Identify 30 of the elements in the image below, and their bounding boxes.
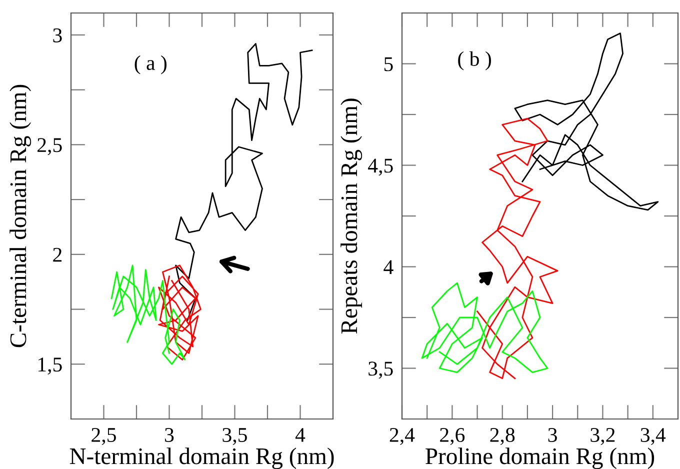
x-axis-title: Proline domain Rg (nm) — [426, 448, 654, 469]
y-tick-label: 2 — [53, 248, 62, 262]
y-tick-label: 4 — [384, 260, 394, 274]
annotation: ( a ) — [134, 55, 167, 74]
line-series — [476, 118, 558, 380]
x-axis-title: N-terminal domain Rg (nm) — [70, 448, 334, 469]
x-tick-label: 4 — [295, 428, 306, 442]
x-tick-label: 3,5 — [222, 428, 247, 445]
x-tick-label: 2,6 — [440, 428, 465, 445]
line-series — [158, 264, 202, 360]
y-axis-title: C-terminal domain Rg (nm) — [10, 84, 32, 348]
y-axis-title: Repeats domain Rg (nm) — [340, 98, 362, 334]
y-tick-label: 3 — [53, 28, 62, 42]
y-tick-label: 3,5 — [368, 362, 393, 379]
y-tick-label: 5 — [384, 57, 393, 72]
y-tick-label: 2,5 — [38, 138, 62, 156]
x-tick-label: 2,8 — [490, 428, 515, 445]
line-series — [110, 264, 186, 365]
x-tick-label: 3 — [165, 428, 174, 442]
line-series — [421, 282, 548, 374]
x-tick-label: 3,2 — [590, 428, 615, 445]
x-tick-label: 2,4 — [390, 428, 415, 445]
y-tick-label: 4,5 — [368, 158, 393, 176]
annotation: ( b ) — [458, 51, 491, 70]
x-tick-label: 3,4 — [640, 428, 666, 445]
y-tick-label: 1,5 — [38, 358, 62, 375]
x-tick-label: 3 — [548, 428, 557, 442]
x-tick-label: 2,5 — [92, 428, 116, 445]
line-series — [514, 32, 659, 211]
line-series — [175, 43, 313, 321]
